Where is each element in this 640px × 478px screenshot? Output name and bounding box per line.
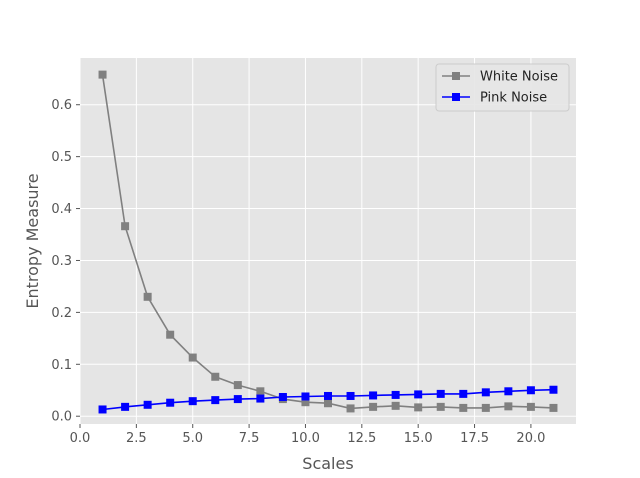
white-noise-point [436,402,445,411]
x-tick-label: 15.0 [404,431,433,446]
pink-noise-point [233,395,242,404]
x-tick-label: 2.5 [126,431,147,446]
white-noise-point [346,404,355,413]
pink-noise-point [166,398,175,407]
white-noise-point [233,381,242,390]
grid [79,58,576,424]
pink-noise-point [526,386,535,395]
series-pink-noise [98,385,558,414]
y-tick-label: 0.2 [51,306,72,321]
pink-noise-point [324,391,332,400]
pink-noise-point [459,389,468,398]
y-axis-label: Entropy Measure [23,173,42,308]
pink-noise-point [121,402,130,411]
y-tick-label: 0.3 [51,254,72,269]
pink-noise-point [504,387,513,396]
white-noise-point [526,402,535,411]
x-tick-label: 7.5 [239,431,260,446]
pink-noise-point [481,388,490,397]
pink-noise-point [369,391,378,400]
x-tick-label: 5.0 [182,431,203,446]
white-noise-point [211,372,220,381]
legend-label-white-noise: White Noise [480,70,558,85]
white-noise-point [256,387,265,396]
pink-noise-point [143,400,152,409]
x-tick-label: 17.5 [460,431,489,446]
legend-label-pink-noise: Pink Noise [480,91,547,106]
white-noise-point [98,70,107,79]
y-tick-label: 0.6 [51,98,72,113]
y-tick-label: 0.0 [51,410,72,425]
pink-noise-point [278,393,287,402]
pink-noise-point [414,390,423,399]
pink-noise-point [301,392,310,401]
white-noise-point [414,403,423,412]
white-noise-point [166,330,175,339]
white-noise-point [549,403,558,412]
x-tick-label: 12.5 [347,431,376,446]
y-tick-label: 0.4 [51,202,72,217]
white-noise-point [504,402,513,411]
y-axis-ticks: 0.0 0.1 0.2 0.3 0.4 0.5 0.6 [51,98,80,425]
pink-noise-point [98,405,107,414]
x-tick-label: 10.0 [291,431,320,446]
x-axis-ticks: 0.0 2.5 5.0 7.5 10.0 12.5 15.0 17.5 20.0 [70,424,545,446]
white-noise-point [121,222,130,231]
legend-marker-pink-noise [452,93,460,101]
x-axis-label: Scales [302,454,353,473]
white-noise-point [188,353,197,362]
white-noise-point [391,401,400,410]
series-group [98,70,558,414]
y-tick-label: 0.1 [51,358,72,373]
white-noise-point [143,292,152,301]
pink-noise-point [211,396,220,405]
pink-noise-point [391,390,400,399]
y-tick-label: 0.5 [51,150,72,165]
x-tick-label: 20.0 [516,431,545,446]
white-noise-point [459,403,468,412]
white-noise-point [301,398,310,407]
pink-noise-point [188,397,197,406]
plot-background [80,58,576,424]
series-white-noise [98,70,558,413]
white-noise-point [481,403,490,412]
x-tick-label: 0.0 [70,431,91,446]
white-noise-point [324,399,332,408]
pink-noise-point [549,385,558,394]
legend: White Noise Pink Noise [435,63,570,112]
white-noise-point [369,402,378,411]
legend-marker-white-noise [452,72,460,80]
pink-noise-point [346,391,355,400]
pink-noise-point [436,389,445,398]
pink-noise-point [256,394,265,403]
